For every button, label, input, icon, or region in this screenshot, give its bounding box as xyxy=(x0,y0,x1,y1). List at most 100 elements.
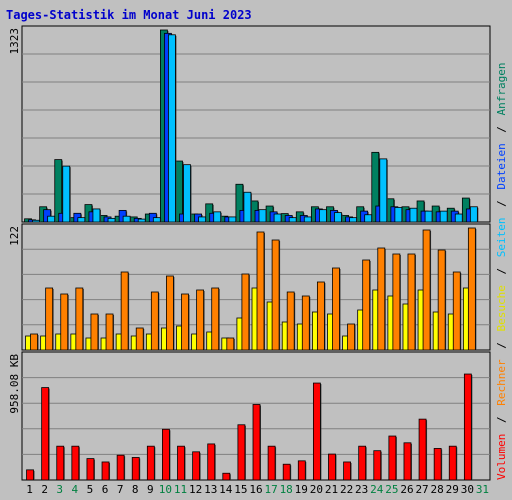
bar-rechner-day-16 xyxy=(256,231,265,351)
bar-volumen-day-11 xyxy=(177,445,185,481)
bar-seiten-day-23 xyxy=(364,214,373,223)
bar-rechner-day-2 xyxy=(45,287,54,351)
bar-rechner-day-28 xyxy=(437,249,446,351)
bar-volumen-day-27 xyxy=(418,418,427,481)
x-tick-label-10: 10 xyxy=(159,483,172,496)
legend-sep-3: / xyxy=(495,268,508,275)
bar-rechner-day-6 xyxy=(105,313,114,351)
bar-rechner-day-7 xyxy=(120,271,129,351)
x-tick-label-30: 30 xyxy=(461,483,474,496)
bar-rechner-day-8 xyxy=(135,327,144,351)
x-tick-label-13: 13 xyxy=(204,483,217,496)
panel-frame xyxy=(21,25,491,223)
bar-anfragen-day-11 xyxy=(175,160,183,223)
bar-volumen-day-10 xyxy=(162,428,170,481)
bar-volumen-day-12 xyxy=(192,451,201,481)
bar-volumen-day-21 xyxy=(328,453,336,481)
bar-volumen-day-14 xyxy=(222,472,231,481)
bar-volumen-day-30 xyxy=(463,373,472,481)
bar-volumen-day-17 xyxy=(267,445,276,481)
bar-rechner-day-13 xyxy=(211,287,220,351)
bar-rechner-day-9 xyxy=(150,291,159,351)
x-tick-label-2: 2 xyxy=(41,483,48,496)
bar-seiten-day-19 xyxy=(303,216,312,223)
bar-volumen-day-13 xyxy=(207,443,216,481)
bar-rechner-day-21 xyxy=(332,267,340,351)
bar-volumen-day-24 xyxy=(373,450,382,481)
bar-seiten-day-10 xyxy=(168,34,176,223)
legend-rechner: Rechner xyxy=(495,359,508,406)
bar-volumen-day-5 xyxy=(86,458,95,481)
bar-rechner-day-12 xyxy=(196,289,205,351)
bar-seiten-day-22 xyxy=(349,217,357,223)
x-tick-label-3: 3 xyxy=(56,483,63,496)
bar-seiten-day-18 xyxy=(288,217,297,223)
x-tick-label-20: 20 xyxy=(310,483,323,496)
bar-rechner-day-27 xyxy=(422,229,431,351)
x-tick-label-17: 17 xyxy=(264,483,277,496)
bar-seiten-day-12 xyxy=(198,216,207,223)
x-tick-label-9: 9 xyxy=(147,483,154,496)
bar-rechner-day-14 xyxy=(226,337,235,351)
bar-anfragen-day-3 xyxy=(54,159,63,223)
legend-sep-2: / xyxy=(495,342,508,349)
legend-sep-4: / xyxy=(495,200,508,207)
legend-dateien: Dateien xyxy=(495,143,508,189)
x-tick-label-11: 11 xyxy=(174,483,187,496)
bar-rechner-day-3 xyxy=(60,293,69,351)
bar-volumen-day-26 xyxy=(403,442,412,481)
bar-seiten-day-14 xyxy=(228,216,237,223)
bar-seiten-day-28 xyxy=(439,210,448,223)
x-tick-label-29: 29 xyxy=(446,483,459,496)
bar-rechner-day-18 xyxy=(286,291,295,351)
bar-seiten-day-2 xyxy=(47,215,56,223)
bar-volumen-day-3 xyxy=(56,445,65,481)
bar-seiten-day-8 xyxy=(137,218,146,223)
bar-volumen-day-28 xyxy=(433,448,442,481)
bar-seiten-day-6 xyxy=(107,217,116,223)
x-tick-label-24: 24 xyxy=(370,483,384,496)
bar-seiten-day-17 xyxy=(273,213,282,223)
bar-volumen-day-2 xyxy=(41,387,50,481)
panel-middle xyxy=(21,223,491,351)
bar-volumen-day-20 xyxy=(312,382,321,481)
bar-seiten-day-4 xyxy=(77,217,86,223)
x-tick-label-26: 26 xyxy=(400,483,413,496)
bar-seiten-day-11 xyxy=(183,164,191,223)
bar-volumen-day-16 xyxy=(252,404,261,481)
x-tick-label-14: 14 xyxy=(219,483,233,496)
bar-volumen-day-15 xyxy=(237,424,246,481)
bar-seiten-day-30 xyxy=(469,206,478,223)
x-tick-label-27: 27 xyxy=(415,483,428,496)
x-tick-label-18: 18 xyxy=(280,483,293,496)
legend-volumen: Volumen xyxy=(495,434,508,480)
x-tick-label-15: 15 xyxy=(234,483,247,496)
x-tick-label-7: 7 xyxy=(117,483,124,496)
bar-rechner-day-19 xyxy=(301,295,310,351)
bar-volumen-day-23 xyxy=(358,445,367,481)
bar-seiten-day-29 xyxy=(454,213,463,223)
bar-seiten-day-27 xyxy=(424,210,433,223)
x-tick-label-25: 25 xyxy=(385,483,398,496)
x-tick-label-16: 16 xyxy=(249,483,262,496)
bar-rechner-day-17 xyxy=(271,239,280,351)
bar-volumen-day-29 xyxy=(448,445,457,481)
bar-volumen-day-18 xyxy=(282,463,291,481)
y-axis-label-bottom: 958.08 KB xyxy=(8,354,21,414)
bar-seiten-day-7 xyxy=(122,215,131,223)
x-tick-label-22: 22 xyxy=(340,483,353,496)
bar-rechner-day-30 xyxy=(467,227,476,351)
bar-volumen-day-1 xyxy=(26,469,34,481)
bar-seiten-day-1 xyxy=(32,219,40,223)
legend-besuche: Besuche xyxy=(495,285,508,331)
x-tick-label-5: 5 xyxy=(87,483,94,496)
bar-volumen-day-4 xyxy=(71,445,80,481)
legend-sep-5: / xyxy=(495,126,508,133)
bar-volumen-day-25 xyxy=(388,435,397,481)
bar-anfragen-day-24 xyxy=(371,151,380,223)
legend-seiten: Seiten xyxy=(495,218,508,258)
bar-seiten-day-5 xyxy=(92,208,101,223)
bar-seiten-day-15 xyxy=(243,191,252,223)
